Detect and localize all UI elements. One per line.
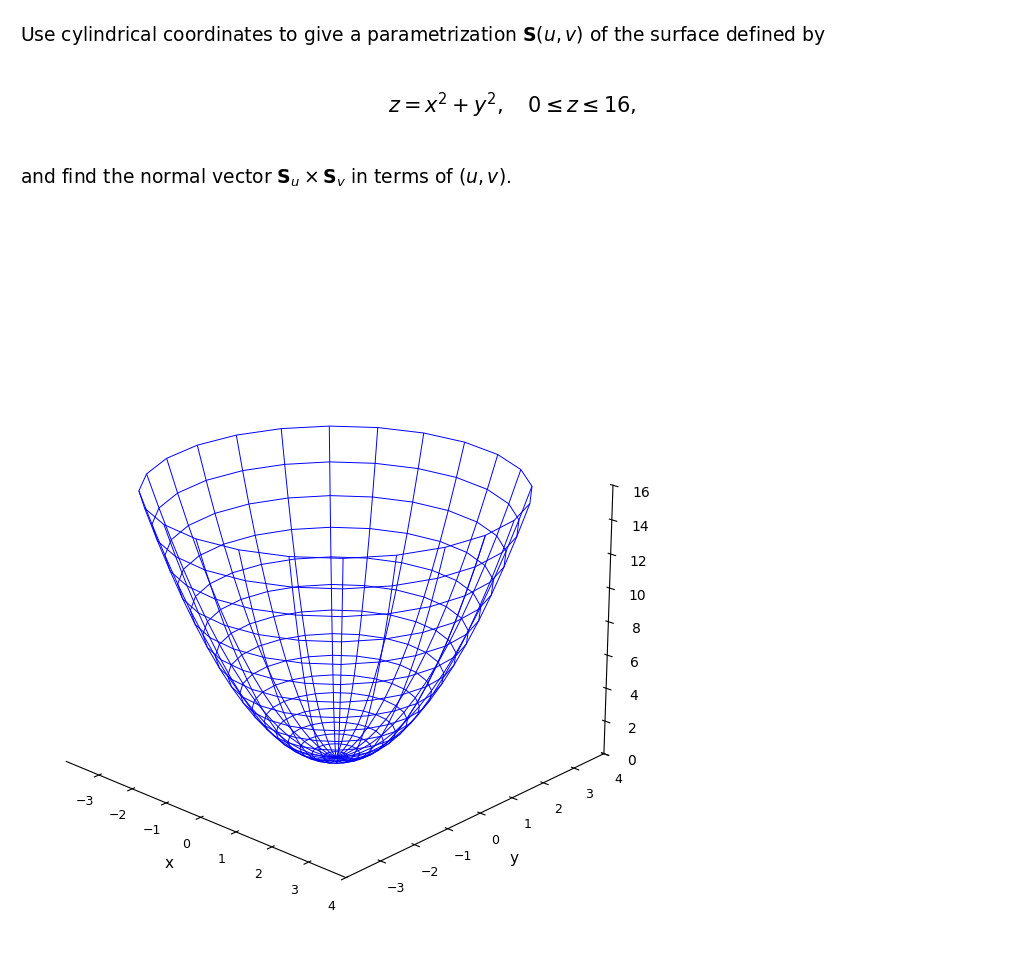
Text: and find the normal vector $\mathbf{S}_u \times \mathbf{S}_v$ in terms of $(u, v: and find the normal vector $\mathbf{S}_u… [20, 167, 512, 189]
Text: $z = x^2 + y^2, \quad 0 \leq z \leq 16,$: $z = x^2 + y^2, \quad 0 \leq z \leq 16,$ [388, 91, 636, 120]
X-axis label: x: x [164, 856, 173, 870]
Text: Use cylindrical coordinates to give a parametrization $\mathbf{S}(u, v)$ of the : Use cylindrical coordinates to give a pa… [20, 24, 826, 47]
Y-axis label: y: y [510, 850, 519, 865]
